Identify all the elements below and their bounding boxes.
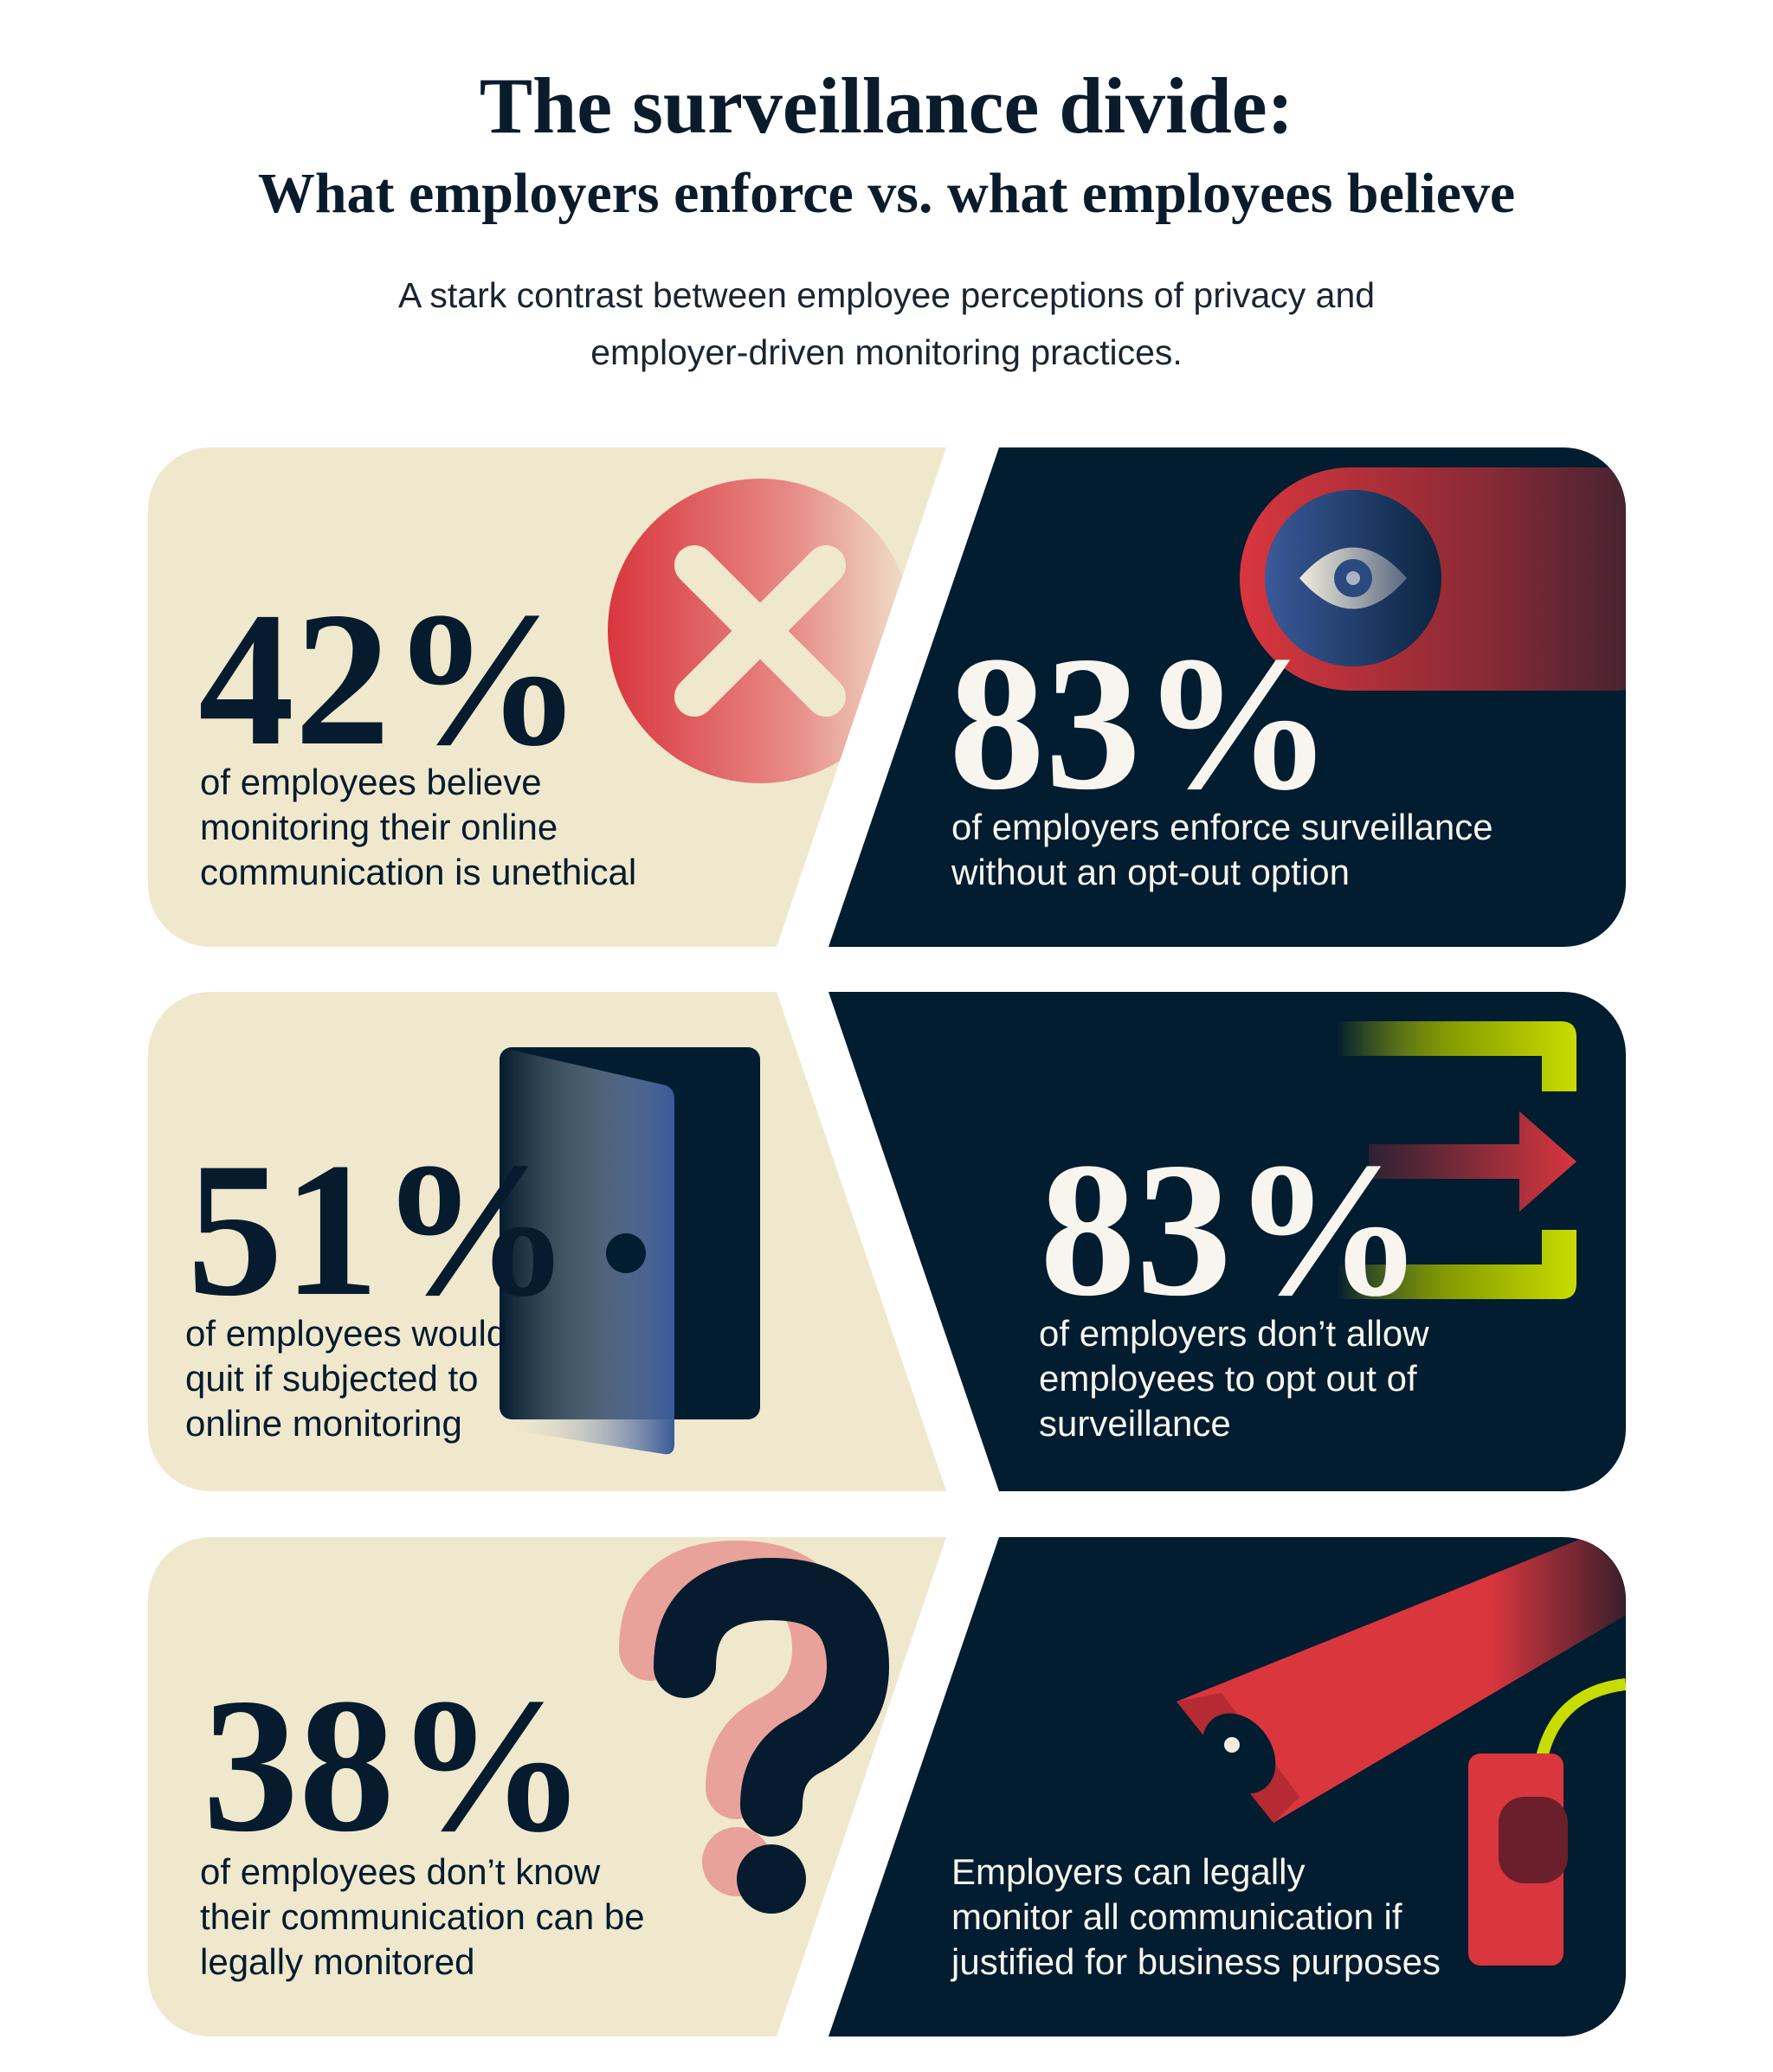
page-description: A stark contrast between employee percep… bbox=[0, 267, 1773, 381]
employee-stat-description: of employees don’t know their communicat… bbox=[200, 1850, 645, 1985]
stat-row-1: 42% of employees believe monitoring thei… bbox=[148, 447, 1626, 947]
text-line: legally monitored bbox=[200, 1941, 475, 1982]
text-line: employees to opt out of bbox=[1039, 1358, 1417, 1399]
x-circle-icon bbox=[608, 479, 912, 783]
text-line: of employees believe bbox=[200, 762, 542, 802]
text-line: Employers can legally bbox=[951, 1851, 1306, 1892]
description-line: A stark contrast between employee percep… bbox=[397, 275, 1376, 315]
employer-stat: 83% bbox=[1040, 1123, 1424, 1336]
text-line: monitor all communication if bbox=[951, 1896, 1402, 1937]
employer-stat-description: Employers can legally monitor all commun… bbox=[951, 1850, 1441, 1985]
employer-panel: Employers can legally monitor all commun… bbox=[828, 1537, 1626, 2037]
employee-stat: 38% bbox=[203, 1659, 587, 1872]
text-line: justified for business purposes bbox=[951, 1941, 1441, 1982]
employee-stat-description: of employees believe monitoring their on… bbox=[200, 760, 636, 895]
text-line: their communication can be bbox=[200, 1896, 645, 1937]
employer-stat-description: of employers don’t allow employees to op… bbox=[1039, 1311, 1429, 1446]
text-line: monitoring their online bbox=[200, 807, 558, 847]
text-line: of employees don’t know bbox=[200, 1851, 601, 1892]
description-line: employer-driven monitoring practices. bbox=[590, 332, 1183, 372]
text-line: of employees would bbox=[185, 1313, 507, 1354]
employee-panel: 42% of employees believe monitoring thei… bbox=[148, 447, 946, 947]
stat-row-2: 51% of employees would quit if subjected… bbox=[148, 992, 1626, 1491]
page-title: The surveillance divide: bbox=[479, 61, 1294, 150]
employer-stat-description: of employers enforce surveillance withou… bbox=[951, 805, 1493, 895]
security-camera-icon bbox=[1177, 1537, 1626, 1966]
text-line: online monitoring bbox=[185, 1403, 462, 1444]
text-line: surveillance bbox=[1039, 1403, 1231, 1444]
text-line: communication is unethical bbox=[200, 852, 637, 892]
page-subtitle: What employers enforce vs. what employee… bbox=[257, 162, 1516, 225]
exit-icon bbox=[1336, 1021, 1576, 1299]
employee-panel: 38% of employees don’t know their commun… bbox=[148, 1537, 946, 2037]
door-icon bbox=[500, 1047, 760, 1455]
stat-row-3: 38% of employees don’t know their commun… bbox=[148, 1537, 1626, 2037]
text-line: of employers enforce surveillance bbox=[951, 807, 1493, 847]
text-line: without an opt-out option bbox=[951, 852, 1350, 892]
employee-stat: 42% bbox=[198, 573, 583, 786]
employer-panel: 83% of employers enforce surveillance wi… bbox=[828, 447, 1626, 947]
question-mark-icon bbox=[619, 1540, 890, 1914]
employee-stat-description: of employees would quit if subjected to … bbox=[185, 1311, 506, 1446]
employer-stat: 83% bbox=[949, 617, 1333, 830]
text-line: quit if subjected to bbox=[185, 1358, 479, 1399]
employee-stat: 51% bbox=[187, 1123, 571, 1336]
text-line: of employers don’t allow bbox=[1039, 1313, 1429, 1354]
eye-icon bbox=[1240, 467, 1626, 691]
